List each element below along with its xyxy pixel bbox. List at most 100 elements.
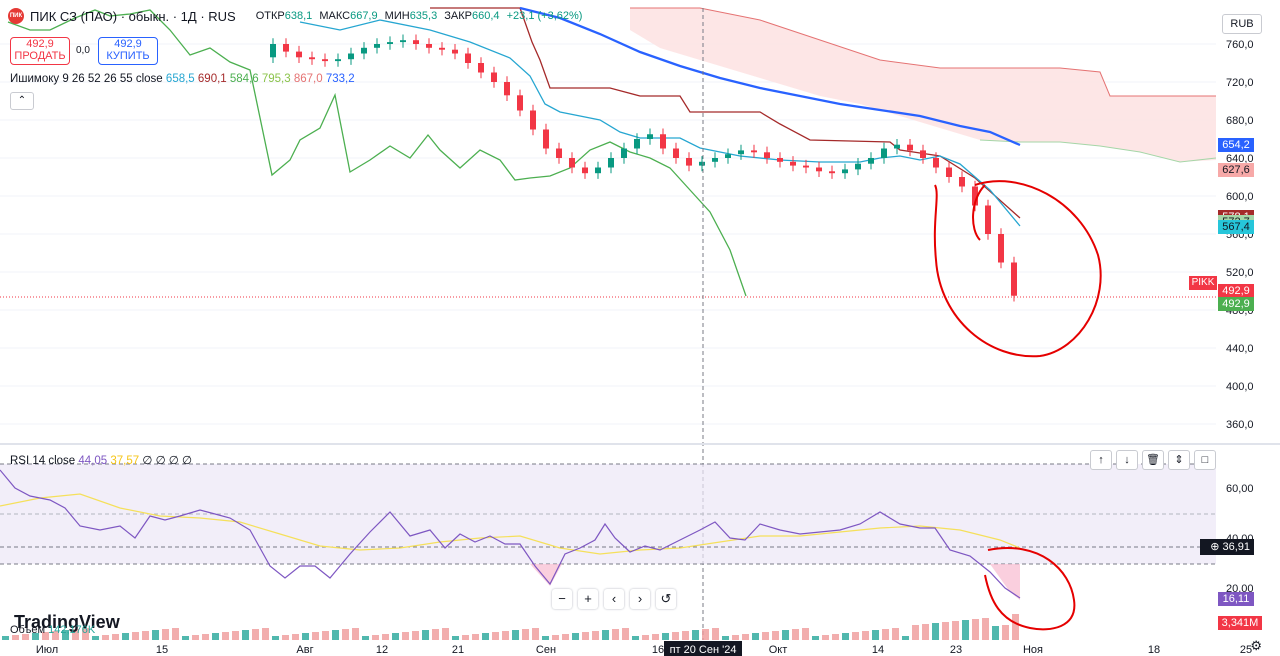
volume-bar xyxy=(102,635,109,640)
volume-bar xyxy=(892,628,899,640)
volume-bar xyxy=(12,635,19,640)
tradingview-watermark: TradingView xyxy=(14,612,120,632)
volume-bar xyxy=(32,633,39,640)
price-tick-label: 720,0 xyxy=(1226,77,1254,89)
volume-bar xyxy=(202,634,209,640)
settings-gear-icon[interactable]: ⚙ xyxy=(1250,638,1262,653)
candle-body xyxy=(816,167,822,172)
price-tick-label: 440,0 xyxy=(1226,343,1254,355)
hand-drawn-circle-price xyxy=(933,180,1102,358)
zoom-in-button[interactable]: + xyxy=(578,589,598,609)
scroll-forward-button[interactable]: › xyxy=(630,589,650,609)
candle-body xyxy=(894,144,900,149)
volume-bar xyxy=(252,629,259,640)
volume-bar xyxy=(842,633,849,640)
symbol-title[interactable]: ПИК СЗ (ПАО) · обыкн. · 1Д · RUS xyxy=(30,8,236,24)
buy-button[interactable]: 492,9 КУПИТЬ xyxy=(98,37,158,65)
time-tick-label: 12 xyxy=(376,644,388,656)
candle-body xyxy=(920,150,926,158)
move-up-icon[interactable]: ↑ xyxy=(1090,450,1112,470)
price-tick-label: 680,0 xyxy=(1226,115,1254,127)
sell-button[interactable]: 492,9 ПРОДАТЬ xyxy=(10,37,70,65)
crosshair-time-label-bg xyxy=(664,641,742,656)
volume-bar xyxy=(332,630,339,640)
volume-bar xyxy=(982,618,989,640)
candle-body xyxy=(829,171,835,174)
currency-selector[interactable]: RUB xyxy=(1222,14,1262,34)
volume-bar xyxy=(802,628,809,640)
price-axis-label: 654,2 xyxy=(1218,137,1254,152)
candle-body xyxy=(465,53,471,63)
volume-bar xyxy=(112,634,119,640)
move-down-icon[interactable]: ↓ xyxy=(1116,450,1138,470)
candle-body xyxy=(790,161,796,166)
collapse-legend-button[interactable]: ⌃ xyxy=(10,92,34,110)
volume-bar xyxy=(652,634,659,640)
collapse-pane-icon[interactable]: ⇕ xyxy=(1168,450,1190,470)
candle-body xyxy=(595,167,601,174)
time-tick-label: 14 xyxy=(872,644,884,656)
volume-bar xyxy=(282,635,289,640)
maximize-pane-icon[interactable]: □ xyxy=(1194,450,1216,470)
volume-bar xyxy=(992,626,999,640)
candle-body xyxy=(608,158,614,168)
candle-body xyxy=(686,158,692,166)
volume-bar xyxy=(182,636,189,640)
volume-bar xyxy=(292,634,299,640)
reset-chart-button[interactable]: ↺ xyxy=(656,589,676,609)
rsi-legend[interactable]: RSI 14 close 44,05 37,57 ∅ ∅ ∅ ∅ xyxy=(10,455,193,467)
volume-bar xyxy=(902,636,909,640)
volume-bar xyxy=(442,628,449,640)
volume-bar xyxy=(672,632,679,640)
candle-body xyxy=(725,154,731,158)
chart-nav-bar: − + ‹ › ↺ xyxy=(552,589,676,609)
hand-drawn-circle-rsi xyxy=(984,547,1076,631)
volume-bar xyxy=(972,619,979,640)
volume-bar xyxy=(132,632,139,640)
volume-bar xyxy=(562,634,569,640)
candle-body xyxy=(881,148,887,158)
volume-bar xyxy=(352,628,359,640)
time-tick-label: 16 xyxy=(652,644,664,656)
candle-body xyxy=(621,148,627,158)
volume-bar xyxy=(532,628,539,640)
volume-bar xyxy=(952,621,959,640)
volume-bar xyxy=(782,630,789,640)
volume-bar xyxy=(22,634,29,640)
volume-bar xyxy=(632,636,639,640)
volume-bar xyxy=(82,628,89,640)
candle-body xyxy=(855,163,861,170)
volume-bar xyxy=(272,636,279,640)
price-tick-label: 400,0 xyxy=(1226,381,1254,393)
candle-body xyxy=(270,44,276,58)
ichimoku-conversion-line xyxy=(299,19,1021,227)
rsi-ma-axis-label: 16,11 xyxy=(1218,592,1254,606)
volume-bar xyxy=(172,628,179,640)
volume-bar xyxy=(752,633,759,640)
candle-body xyxy=(556,148,562,158)
trash-icon[interactable]: 🗑 xyxy=(1142,450,1164,470)
candle-body xyxy=(374,44,380,48)
volume-bar xyxy=(312,632,319,640)
price-tick-label: 360,0 xyxy=(1226,419,1254,431)
volume-bar xyxy=(662,633,669,640)
volume-bar xyxy=(62,630,69,640)
price-axis-label: 567,4 xyxy=(1218,219,1254,234)
time-tick-label: 23 xyxy=(950,644,962,656)
volume-bar xyxy=(262,628,269,640)
candle-body xyxy=(283,44,289,52)
volume-bar xyxy=(472,634,479,640)
volume-bar xyxy=(462,635,469,640)
volume-bar xyxy=(882,629,889,640)
candle-body xyxy=(426,44,432,48)
volume-bar xyxy=(862,631,869,640)
candle-body xyxy=(413,40,419,44)
candle-body xyxy=(712,158,718,162)
zoom-out-button[interactable]: − xyxy=(552,589,572,609)
volume-bar xyxy=(702,629,709,640)
volume-legend: Объем 142,176K xyxy=(10,624,96,636)
ichimoku-legend[interactable]: Ишимоку 9 26 52 26 55 close 658,5 690,1 … xyxy=(10,73,355,85)
volume-bar xyxy=(42,632,49,640)
scroll-back-button[interactable]: ‹ xyxy=(604,589,624,609)
